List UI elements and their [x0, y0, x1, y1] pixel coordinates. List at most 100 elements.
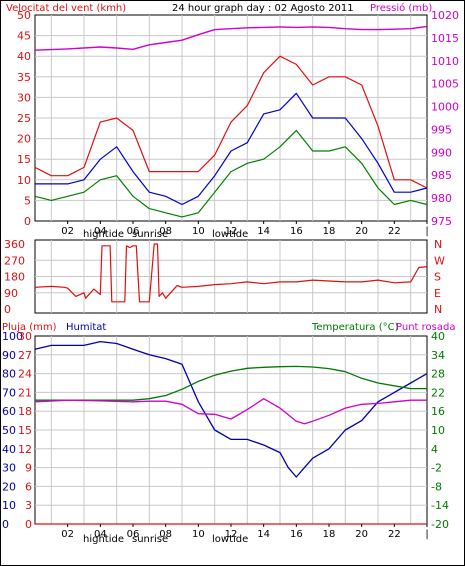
- x-tick-label: |: [425, 529, 428, 540]
- x-tick-label: 20: [355, 226, 368, 237]
- temperature-tick-label: 34: [431, 349, 445, 362]
- x-tick-label: 16: [290, 529, 303, 540]
- lowtide-label-bottom: lowtide: [212, 534, 248, 545]
- x-tick-label: 12: [225, 529, 238, 540]
- humidity-tick-label: 80: [2, 368, 16, 381]
- rain-tick-label: 27: [18, 349, 32, 362]
- sunrise-label-bottom: sunrise: [132, 534, 168, 545]
- wind-panel-x-ticks: 02 04 06 08 10 12 14 16 18 20 22 |: [61, 221, 429, 237]
- humidity-tick-label: 0: [2, 518, 9, 531]
- wind-tick-label: 10: [17, 174, 31, 187]
- x-tick-label: 10: [192, 226, 205, 237]
- rain-tick-label: 9: [25, 462, 32, 475]
- compass-tick-label: S: [434, 271, 441, 284]
- lowtide-label-top: lowtide: [212, 229, 248, 240]
- pressure-tick-label: 1020: [431, 9, 459, 22]
- pressure-tick-label: 985: [431, 169, 452, 182]
- hightide-label-top: hightide: [83, 229, 124, 240]
- rain-tick-label: 15: [18, 424, 32, 437]
- x-tick-label: 10: [192, 529, 205, 540]
- humidity-axis-title: Humitat: [66, 322, 106, 333]
- temperature-tick-label: 28: [431, 368, 445, 381]
- temperature-ticks: 40 34 28 22 16 10 4 -2 -8 -14 -20: [431, 330, 449, 531]
- temperature-tick-label: -2: [431, 462, 442, 475]
- direction-tick-label: 90: [4, 287, 18, 300]
- compass-tick-label: W: [434, 254, 445, 267]
- temperature-tick-label: 4: [431, 443, 438, 456]
- rain-tick-label: 0: [25, 518, 32, 531]
- x-tick-label: 06: [127, 226, 140, 237]
- temperature-tick-label: 22: [431, 386, 445, 399]
- direction-tick-label: 360: [4, 238, 25, 251]
- wind-tick-label: 40: [17, 50, 31, 63]
- temperature-tick-label: 10: [431, 424, 445, 437]
- direction-degree-ticks: 360 270 180 90 0: [4, 238, 25, 316]
- series-line-1: [34, 55, 428, 189]
- x-tick-label: 08: [159, 529, 172, 540]
- wind-panel-series: [34, 25, 428, 218]
- x-tick-label: 02: [61, 529, 74, 540]
- temperature-tick-label: -20: [431, 518, 449, 531]
- humidity-tick-label: 60: [2, 405, 16, 418]
- chart-title: 24 hour graph day : 02 Agosto 2011: [172, 3, 354, 14]
- x-tick-label: 14: [257, 529, 270, 540]
- pressure-tick-label: 1005: [431, 78, 459, 91]
- humidity-tick-label: 10: [2, 499, 16, 512]
- hightide-label-bottom: hightide: [83, 534, 124, 545]
- temperature-tick-label: -14: [431, 499, 449, 512]
- humidity-tick-label: 100: [2, 330, 23, 343]
- wind-tick-label: 5: [24, 194, 31, 207]
- humidity-tick-label: 50: [2, 424, 16, 437]
- x-tick-label: 14: [257, 226, 270, 237]
- pressure-axis-title: Pressió (mb): [370, 2, 432, 14]
- x-tick-label: 02: [61, 226, 74, 237]
- x-tick-label: 08: [159, 226, 172, 237]
- series-line-1: [34, 340, 428, 478]
- direction-panel-series: [34, 243, 428, 303]
- direction-tick-label: 180: [4, 271, 25, 284]
- rain-tick-label: 24: [18, 368, 32, 381]
- x-tick-label: 22: [388, 226, 401, 237]
- direction-line: [34, 243, 428, 303]
- wind-axis-title: Velocitat del vent (kmh): [6, 3, 126, 14]
- humidity-tick-label: 30: [2, 462, 16, 475]
- humidity-tick-label: 40: [2, 443, 16, 456]
- pressure-tick-label: 990: [431, 146, 452, 159]
- pressure-tick-label: 1015: [431, 32, 459, 45]
- x-tick-label: 06: [127, 529, 140, 540]
- x-tick-label: 04: [94, 226, 107, 237]
- x-tick-label: 04: [94, 529, 107, 540]
- direction-tick-label: 0: [4, 303, 11, 316]
- temperature-tick-label: 16: [431, 405, 445, 418]
- rain-tick-label: 12: [18, 443, 32, 456]
- rain-tick-label: 6: [25, 480, 32, 493]
- x-tick-label: 18: [323, 529, 336, 540]
- rain-axis-title: Pluja (mm): [2, 322, 57, 333]
- series-line-3: [34, 129, 428, 218]
- series-line-3: [34, 398, 427, 425]
- compass-tick-label: E: [434, 287, 441, 300]
- wind-tick-label: 35: [17, 71, 31, 84]
- humidity-panel-x-ticks: 02 04 06 08 10 12 14 16 18 20 22 |: [61, 524, 429, 540]
- wind-tick-label: 30: [17, 91, 31, 104]
- temperature-tick-label: 40: [431, 330, 445, 343]
- humidity-tick-label: 90: [2, 349, 16, 362]
- dewpoint-axis-title: Punt rosada: [396, 322, 455, 333]
- pressure-tick-label: 980: [431, 192, 452, 205]
- x-tick-label: 22: [388, 529, 401, 540]
- wind-tick-label: 25: [17, 112, 31, 125]
- direction-tick-label: 270: [4, 254, 25, 267]
- rain-tick-label: 3: [25, 499, 32, 512]
- temperature-axis-title: Temperatura (°C): [311, 322, 399, 333]
- compass-tick-label: N: [434, 238, 442, 251]
- wind-tick-label: 50: [17, 9, 31, 22]
- humidity-tick-label: 70: [2, 386, 16, 399]
- humidity-tick-label: 20: [2, 480, 16, 493]
- rain-tick-label: 18: [18, 405, 32, 418]
- pressure-tick-label: 1000: [431, 101, 459, 114]
- pressure-ticks: 1020 1015 1010 1005 1000 995 990 985 980 975: [431, 9, 459, 228]
